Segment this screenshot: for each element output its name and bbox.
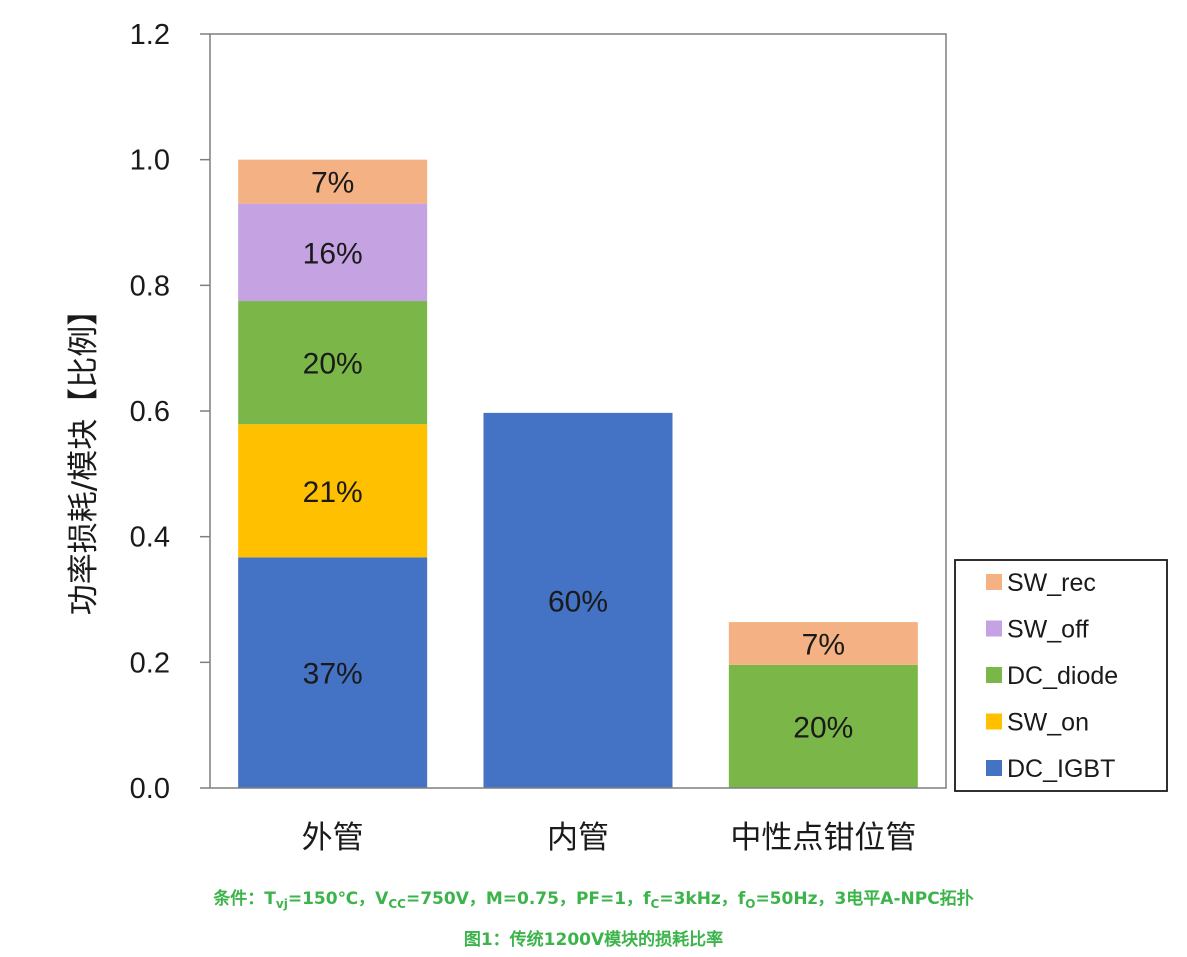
y-axis-label-group: 功率损耗/模块【比例】 (66, 295, 102, 615)
cond-text-1: 条件：T (213, 889, 276, 909)
condition-caption: 条件：Tvj=150℃，VCC=750V，M=0.75，PF=1，fC=3kHz… (0, 884, 1187, 911)
y-tick-label: 0.6 (130, 396, 170, 428)
x-category-labels: 外管 内管 中性点钳位管 (302, 820, 917, 856)
y-ticks: 0.0 0.2 0.4 0.6 0.8 1.0 1.2 (130, 19, 210, 805)
bar-segment-sw-off (238, 203, 428, 302)
cond-sub-o: O (745, 897, 756, 911)
legend-swatch (986, 667, 1002, 683)
data-label: 7% (311, 167, 354, 200)
legend-entry: SW_off (1007, 616, 1089, 644)
data-label: 20% (793, 711, 853, 744)
bar-segment-sw-on (238, 424, 428, 558)
legend-swatch (986, 760, 1002, 776)
legend-entry: DC_IGBT (1007, 755, 1115, 783)
bars: 37% 21% 20% 16% 7% 60% 20% 7% (238, 159, 918, 788)
data-label: 21% (303, 476, 363, 509)
bar-segment-dc-igbt (238, 557, 428, 788)
legend-swatch (986, 620, 1002, 637)
bar-segment-dc-igbt (483, 412, 673, 788)
bar-segment-dc-diode (238, 301, 428, 425)
figure-caption: 图1：传统1200V模块的损耗比率 (463, 930, 724, 950)
cond-sub-c: C (650, 897, 660, 911)
legend-entry: SW_rec (1007, 569, 1096, 597)
legend-entry: SW_on (1007, 709, 1089, 737)
cond-text-5: =50Hz，3电平A-NPC拓扑 (755, 889, 974, 909)
cond-text-4: =3kHz，f (659, 889, 746, 909)
y-tick-label: 1.2 (130, 19, 170, 51)
y-tick-label: 0.4 (130, 522, 170, 554)
y-axis-label: 功率损耗/模块【比例】 (66, 295, 102, 615)
data-label: 60% (548, 585, 608, 618)
x-category-label: 中性点钳位管 (730, 820, 916, 856)
y-tick-label: 0.2 (130, 647, 170, 679)
bar-segment-sw-rec (728, 622, 918, 665)
x-category-label: 外管 (302, 820, 364, 856)
stacked-bar-chart: 功率损耗/模块【比例】 0.0 0.2 0.4 0.6 0.8 1.0 1.2 37% 21%… (66, 19, 1168, 856)
legend: SW_rec SW_off DC_diode SW_on DC_IGBT (954, 559, 1168, 792)
cond-sub-cc: CC (388, 897, 406, 911)
y-tick-label: 0.8 (130, 270, 170, 302)
bar-segment-dc-diode (728, 664, 918, 788)
y-tick-label: 1.0 (130, 145, 170, 177)
y-tick-label: 0.0 (130, 773, 170, 805)
cond-text-3: =750V，M=0.75，PF=1，f (405, 889, 651, 909)
plot-frame (209, 33, 947, 789)
x-category-label: 内管 (547, 820, 609, 856)
legend-swatch (986, 713, 1002, 730)
bar-segment-sw-rec (238, 159, 428, 204)
legend-entry: DC_diode (1007, 662, 1118, 690)
data-label: 7% (802, 628, 845, 661)
data-label: 20% (303, 348, 363, 381)
data-label: 37% (303, 658, 363, 691)
data-label: 16% (303, 237, 363, 270)
legend-swatch (986, 574, 1002, 590)
cond-text-2: =150℃，V (287, 889, 389, 909)
cond-sub-vj: vj (275, 897, 288, 911)
